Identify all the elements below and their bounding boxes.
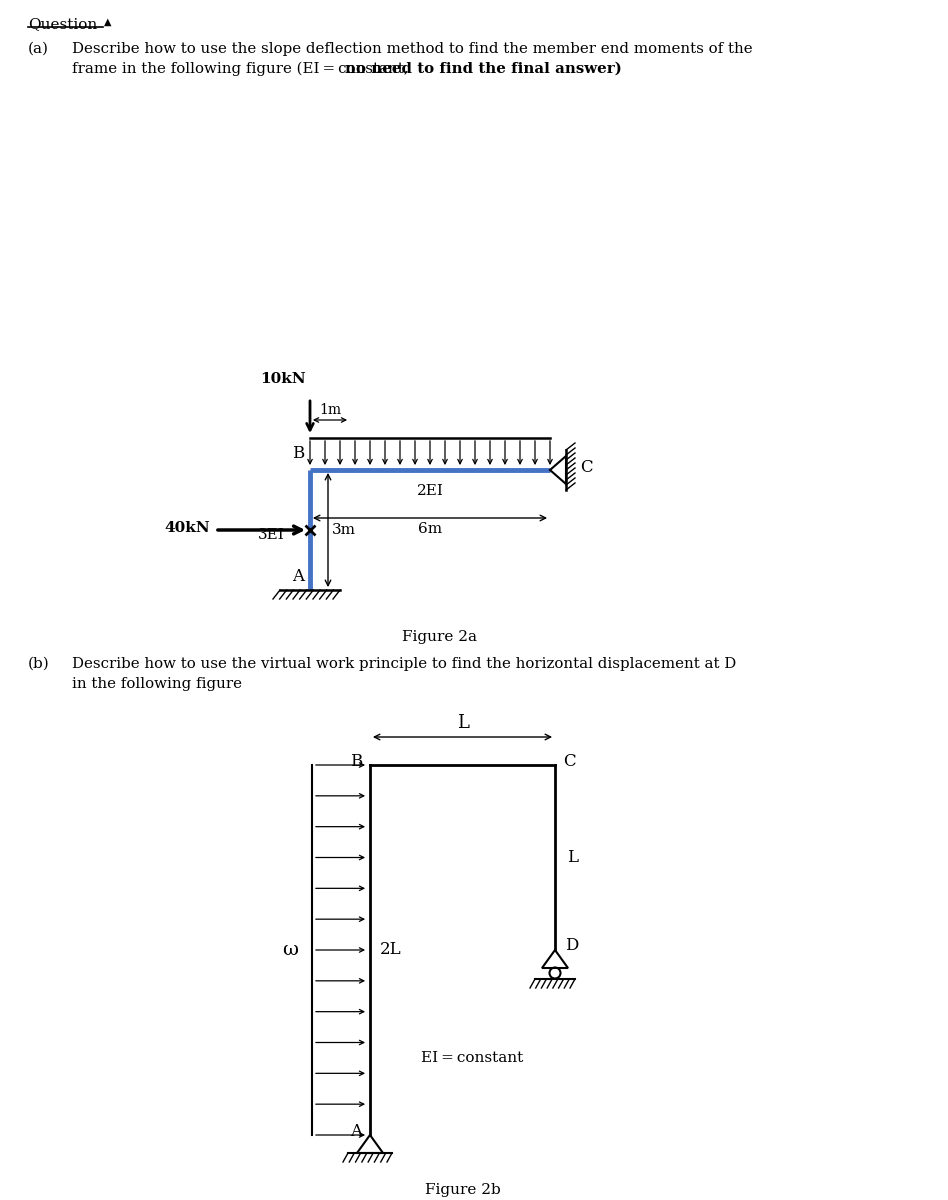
Text: ▲: ▲ [104, 17, 112, 26]
Text: D: D [565, 937, 578, 954]
Text: EI = constant: EI = constant [421, 1050, 523, 1064]
Text: L: L [457, 714, 468, 732]
Text: L: L [567, 850, 578, 866]
Text: 1m: 1m [319, 403, 341, 416]
Text: B: B [292, 445, 304, 462]
Text: ω: ω [282, 941, 298, 959]
Text: C: C [580, 458, 592, 475]
Text: 2EI: 2EI [416, 484, 444, 498]
Text: no need to find the final answer): no need to find the final answer) [345, 62, 622, 76]
Text: Question: Question [28, 17, 98, 31]
Text: (b): (b) [28, 658, 49, 671]
Text: Describe how to use the slope deflection method to find the member end moments o: Describe how to use the slope deflection… [72, 42, 753, 56]
Text: 3EI: 3EI [258, 528, 284, 542]
Text: 10kN: 10kN [261, 372, 306, 386]
Text: 2L: 2L [380, 942, 402, 959]
Text: frame in the following figure (EI = constant,: frame in the following figure (EI = cons… [72, 62, 413, 77]
Text: 3m: 3m [332, 523, 356, 538]
Text: A: A [350, 1122, 362, 1140]
Text: 6m: 6m [418, 522, 442, 536]
Text: B: B [350, 752, 362, 769]
Text: 40kN: 40kN [164, 521, 210, 535]
Text: Figure 2b: Figure 2b [425, 1183, 501, 1198]
Text: (a): (a) [28, 42, 49, 56]
Text: in the following figure: in the following figure [72, 677, 242, 691]
Text: Figure 2a: Figure 2a [403, 630, 478, 644]
Text: Describe how to use the virtual work principle to find the horizontal displaceme: Describe how to use the virtual work pri… [72, 658, 737, 671]
Text: C: C [563, 752, 575, 769]
Text: A: A [292, 568, 304, 584]
